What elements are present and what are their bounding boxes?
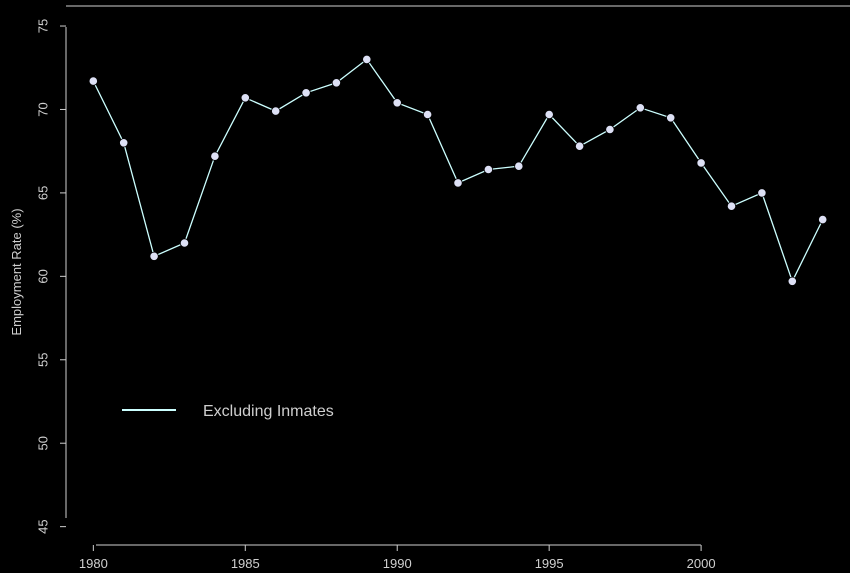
data-point-1991 [422,109,433,120]
data-point-1984 [210,151,220,161]
data-point-1990 [392,98,402,108]
data-point-1985 [240,93,250,103]
data-point-1992 [453,178,463,188]
axes-layer [65,5,850,546]
data-point-1989 [362,54,372,65]
legend-label: Excluding Inmates [203,403,334,420]
x-axis-ticks: 1980 1985 1990 1995 2000 [79,545,716,571]
data-point-2003 [787,276,797,286]
x-tick-label: 1990 [383,556,412,571]
y-tick-label: 55 [36,353,51,367]
y-tick-label: 50 [36,436,51,450]
data-point-1980 [88,76,98,86]
y-tick-label: 45 [36,519,51,533]
y-tick-label: 70 [36,102,51,116]
x-tick-label: 1995 [535,556,564,571]
data-point-2000 [696,158,706,168]
data-point-1998 [635,103,645,113]
y-tick-label: 75 [36,19,51,33]
data-point-1988 [331,78,341,88]
series-layer [88,54,828,286]
data-point-2002 [757,188,767,198]
x-tick-label: 2000 [687,556,716,571]
data-point-2001 [726,201,737,211]
y-axis-ticks: 45 50 55 60 65 70 75 [36,19,66,534]
data-point-1996 [574,141,585,151]
data-point-1999 [666,113,676,123]
y-axis-title: Employment Rate (%) [9,208,24,335]
x-tick-label: 1985 [231,556,260,571]
y-tick-label: 60 [36,269,51,283]
data-point-1995 [544,109,554,120]
data-point-1983 [179,238,190,248]
data-point-1982 [149,251,159,261]
data-point-1981 [119,138,129,148]
data-point-1994 [514,161,524,171]
data-point-1997 [605,124,615,135]
data-point-1987 [301,88,311,98]
data-point-1986 [271,106,281,116]
x-tick-label: 1980 [79,556,108,571]
data-point-2004 [818,215,828,225]
data-point-1993 [483,164,493,175]
y-tick-label: 65 [36,186,51,200]
legend: Excluding Inmates [122,403,334,420]
